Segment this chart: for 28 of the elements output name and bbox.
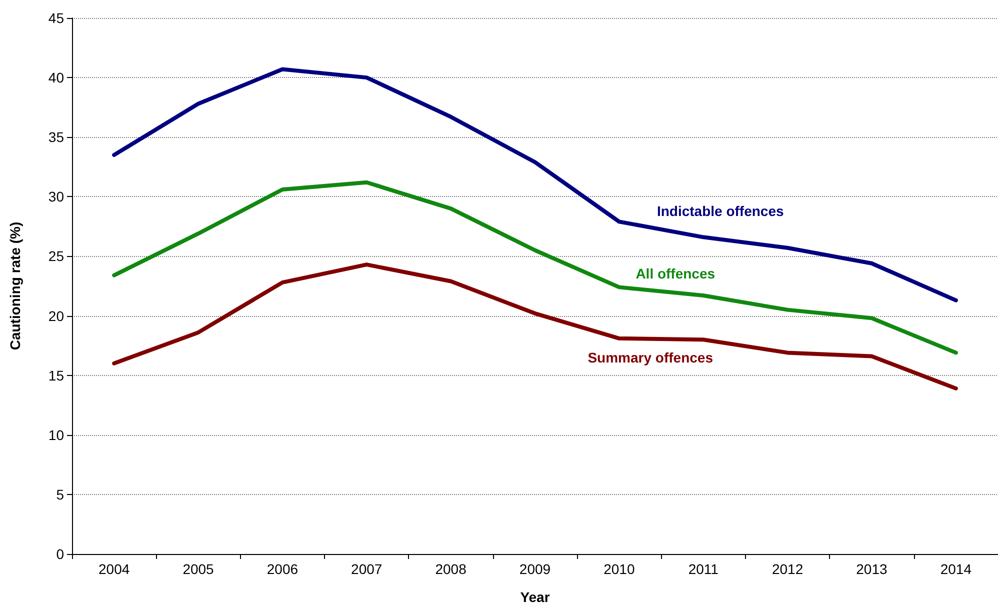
x-tick-label: 2004	[98, 561, 130, 577]
y-tick-label: 20	[48, 308, 64, 324]
x-tick-label: 2013	[856, 561, 888, 577]
x-tick-label: 2006	[266, 561, 298, 577]
y-tick-label: 10	[48, 426, 64, 443]
line-series	[112, 262, 958, 390]
x-tick-label: 2005	[182, 561, 214, 577]
y-tick-label: 35	[48, 129, 64, 146]
y-tick-label: 5	[56, 486, 64, 502]
y-tick-label: 45	[48, 10, 64, 26]
y-tick-label: 0	[56, 546, 64, 562]
x-tick-label: 2014	[940, 561, 972, 577]
series-label: Indictable offences	[656, 203, 784, 220]
line-series	[112, 67, 958, 302]
x-tick-label: 2008	[435, 561, 467, 577]
y-tick-label: 15	[48, 367, 64, 384]
series-label: All offences	[636, 266, 716, 282]
x-tick-label: 2007	[351, 561, 382, 577]
x-axis-title: Year	[520, 589, 550, 605]
x-tick-label: 2009	[519, 561, 551, 577]
x-tick-label: 2011	[688, 561, 719, 577]
y-axis-title: Cautioning rate (%)	[7, 222, 23, 350]
y-tick-label: 25	[48, 248, 64, 264]
series-label: Summary offences	[588, 350, 714, 366]
y-tick-label: 40	[48, 70, 64, 86]
y-tick-label: 30	[48, 188, 64, 205]
x-tick-label: 2010	[604, 561, 635, 577]
x-tick-label: 2012	[772, 561, 804, 577]
